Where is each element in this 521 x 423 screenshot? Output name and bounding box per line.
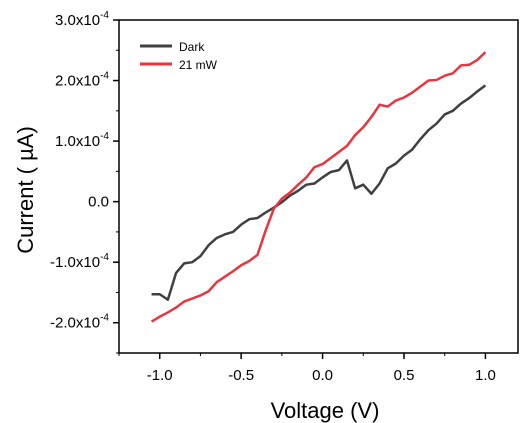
y-tick-label: -2.0x10-4 [50,313,109,332]
y-tick-label: 1.0x10-4 [55,131,109,150]
x-tick-label: 0.5 [394,367,415,384]
x-tick-label: 1.0 [475,367,496,384]
y-axis-title: Current ( µA) [13,126,38,254]
x-tick-label: 0.0 [312,367,333,384]
x-tick-label: -0.5 [228,367,254,384]
y-tick-label: 0.0 [88,194,109,211]
legend-label-21mw: 21 mW [179,58,218,72]
plot-frame [118,19,519,354]
legend: Dark 21 mW [140,40,218,72]
y-axis-ticks: -2.0x10-4 -1.0x10-4 0.0 1.0x10-4 2.0x10-4 3.0… [50,10,119,354]
y-tick-label: 2.0x10-4 [55,71,109,90]
y-tick-label: 3.0x10-4 [55,10,109,29]
series-layer [150,51,487,323]
series-line-dark [151,84,487,301]
x-axis-title: Voltage (V) [271,398,380,423]
y-tick-label: -1.0x10-4 [50,252,109,271]
x-axis-ticks: -1.0 -0.5 0.0 0.5 1.0 [118,353,496,384]
series-line-21mw [150,51,487,323]
x-tick-label: -1.0 [147,367,173,384]
legend-label-dark: Dark [179,40,205,54]
